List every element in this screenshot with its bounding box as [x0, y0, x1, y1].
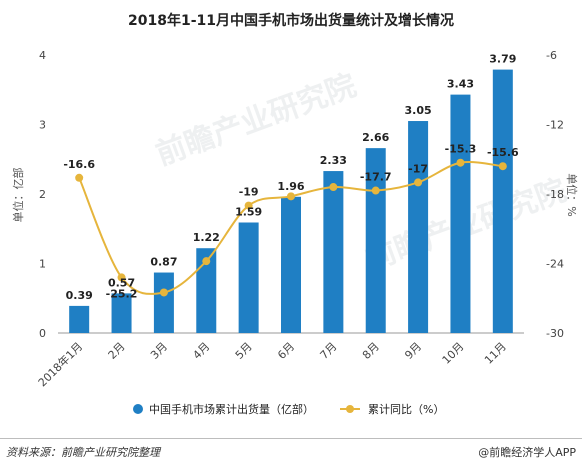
bar	[69, 305, 90, 333]
x-tick-label: 3月	[148, 340, 170, 362]
x-tick-label: 8月	[360, 340, 382, 362]
legend-bar-label: 中国手机市场累计出货量（亿部）	[149, 402, 314, 416]
growth-point	[287, 192, 295, 201]
bar-value-label: 3.05	[405, 104, 432, 117]
left-axis-label: 单位：亿部	[11, 168, 25, 223]
bar-value-label: 0.87	[150, 256, 177, 269]
growth-value-label: -17	[408, 162, 428, 175]
legend-bar-marker	[133, 404, 143, 414]
right-tick-label: -24	[546, 258, 564, 271]
growth-point	[414, 178, 423, 187]
source-note: 资料来源：前瞻产业研究院整理	[6, 446, 160, 459]
left-tick-label: 3	[39, 119, 46, 132]
right-tick-label: -6	[546, 49, 557, 62]
left-tick-label: 2	[39, 188, 46, 201]
left-tick-label: 0	[39, 327, 46, 340]
bar-value-label: 3.79	[489, 53, 516, 66]
bar-value-label: 0.57	[108, 276, 135, 289]
legend-line-label: 累计同比（%）	[368, 403, 444, 416]
right-tick-label: -12	[546, 119, 564, 132]
bar-value-label: 0.39	[66, 289, 93, 302]
x-tick-label: 5月	[233, 340, 255, 362]
growth-point	[498, 162, 507, 171]
bar	[281, 196, 301, 333]
bar-value-label: 2.33	[320, 154, 347, 167]
growth-value-label: -25.2	[106, 287, 138, 300]
growth-value-label: -19	[239, 186, 259, 199]
x-tick-label: 2018年1月	[35, 339, 85, 389]
growth-point	[371, 186, 380, 195]
chart: 2018年1-11月中国手机市场出货量统计及增长情况 0 1 2 3 4 -30 -24 -1…	[11, 12, 579, 416]
growth-point	[202, 257, 211, 266]
bar	[238, 222, 259, 333]
bar	[450, 94, 471, 334]
growth-value-label: -16.6	[63, 158, 95, 171]
bar	[323, 171, 344, 333]
growth-point	[456, 158, 465, 167]
bar	[408, 121, 429, 334]
left-tick-label: 4	[39, 49, 46, 62]
x-tick-label: 2月	[106, 340, 128, 362]
growth-point	[159, 288, 168, 297]
growth-value-label: -17.7	[360, 171, 392, 184]
growth-value-label: -15.3	[445, 143, 477, 156]
bar-value-label: 1.22	[193, 231, 220, 244]
x-tick-label: 7月	[318, 340, 340, 362]
growth-line	[78, 161, 503, 295]
bar	[111, 293, 132, 333]
legend-line-dot	[346, 405, 354, 413]
x-tick-label: 11月	[482, 340, 509, 367]
chart-title: 2018年1-11月中国手机市场出货量统计及增长情况	[128, 12, 454, 29]
x-tick-label: 6月	[275, 340, 297, 362]
growth-point	[75, 173, 84, 182]
growth-value-label: -15.6	[487, 146, 519, 159]
right-tick-label: -18	[546, 188, 564, 201]
bar-value-label: 2.66	[362, 131, 389, 144]
right-tick-label: -30	[546, 327, 564, 340]
growth-point	[117, 273, 126, 282]
x-tick-label: 4月	[190, 340, 212, 362]
bar-value-label: 1.96	[277, 180, 304, 193]
brand-note: @前瞻经济学人APP	[478, 446, 576, 459]
left-tick-label: 1	[39, 258, 46, 271]
bar	[153, 272, 174, 333]
right-axis-label: 单位：%	[565, 173, 579, 216]
x-tick-label: 10月	[440, 340, 467, 367]
bar	[492, 69, 513, 333]
footer: 资料来源：前瞻产业研究院整理 @前瞻经济学人APP	[0, 438, 582, 461]
bar-value-label: 1.59	[235, 205, 262, 218]
bar	[196, 248, 217, 333]
growth-point	[329, 183, 338, 192]
x-tick-label: 9月	[402, 340, 424, 362]
bar-value-label: 3.43	[447, 78, 474, 91]
growth-point	[244, 201, 253, 210]
bar	[365, 148, 386, 333]
